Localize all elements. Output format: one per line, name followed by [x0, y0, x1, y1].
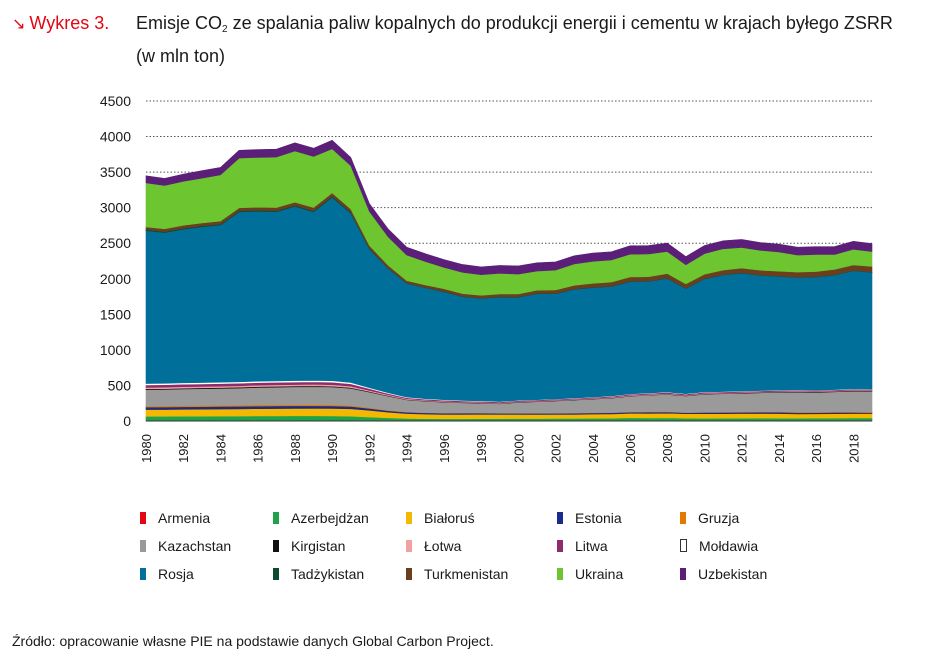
chart-title: Emisje CO2 ze spalania paliw kopalnych d… [136, 10, 906, 69]
legend-swatch [680, 539, 687, 552]
legend-label: Turkmenistan [424, 566, 509, 582]
title-post: ze spalania paliw kopalnych do produkcji… [136, 13, 893, 66]
legend-swatch [273, 540, 279, 552]
figure-number: Wykres 3. [29, 13, 110, 33]
legend-label: Mołdawia [699, 538, 759, 554]
legend-item: Kirgistan [273, 536, 345, 556]
legend-item: Mołdawia [680, 536, 758, 556]
title-pre: Emisje CO [136, 13, 223, 33]
legend-swatch [680, 512, 686, 524]
x-tick-label: 1994 [400, 434, 415, 463]
legend-swatch [557, 512, 563, 524]
legend-swatch [557, 568, 563, 580]
y-tick-label: 4000 [100, 129, 131, 145]
legend-item: Białoruś [406, 508, 475, 528]
x-tick-label: 2012 [735, 434, 750, 463]
y-tick-label: 500 [108, 377, 132, 393]
legend-label: Estonia [575, 510, 622, 526]
legend-item: Rosja [140, 564, 194, 584]
x-tick-label: 2002 [549, 434, 564, 463]
legend-item: Estonia [557, 508, 622, 528]
y-tick-label: 3000 [100, 200, 131, 216]
legend-label: Kirgistan [291, 538, 346, 554]
x-tick-label: 2008 [660, 434, 675, 463]
legend-label: Gruzja [698, 510, 740, 526]
legend-swatch [406, 512, 412, 524]
x-tick-label: 2014 [772, 434, 787, 463]
legend-label: Litwa [575, 538, 608, 554]
legend-item: Turkmenistan [406, 564, 508, 584]
x-tick-label: 2004 [586, 434, 601, 463]
legend-swatch [140, 512, 146, 524]
y-tick-label: 2000 [100, 271, 131, 287]
y-tick-label: 1000 [100, 342, 131, 358]
x-tick-label: 2006 [623, 434, 638, 463]
legend-item: Ukraina [557, 564, 623, 584]
area-Rosja [145, 196, 873, 402]
x-tick-label: 2010 [698, 434, 713, 463]
legend-label: Rosja [158, 566, 194, 582]
x-tick-label: 1984 [214, 434, 229, 463]
legend-label: Kazachstan [158, 538, 232, 554]
legend-swatch [140, 568, 146, 580]
legend-item: Litwa [557, 536, 608, 556]
legend-item: Gruzja [680, 508, 739, 528]
x-tick-label: 1988 [288, 434, 303, 463]
title-sub: 2 [222, 24, 228, 35]
x-tick-label: 1992 [362, 434, 377, 463]
area-Uzbekistan [145, 139, 873, 276]
x-tick-label: 1998 [474, 434, 489, 463]
legend-label: Azerbejdżan [291, 510, 369, 526]
y-tick-label: 1500 [100, 306, 131, 322]
y-tick-label: 0 [123, 413, 131, 429]
x-tick-label: 1996 [437, 434, 452, 463]
legend-swatch [406, 540, 412, 552]
x-tick-label: 1990 [325, 434, 340, 463]
legend-label: Ukraina [575, 566, 624, 582]
legend-label: Uzbekistan [698, 566, 768, 582]
x-tick-label: 2016 [809, 434, 824, 463]
legend-swatch [557, 540, 563, 552]
y-tick-label: 3500 [100, 164, 131, 180]
legend-item: Azerbejdżan [273, 508, 369, 528]
legend-swatch [680, 568, 686, 580]
legend-item: Tadżykistan [273, 564, 364, 584]
legend-item: Kazachstan [140, 536, 231, 556]
legend-swatch [273, 512, 279, 524]
legend-swatch [406, 568, 412, 580]
legend-label: Białoruś [424, 510, 475, 526]
y-tick-label: 2500 [100, 235, 131, 251]
source-note: Źródło: opracowanie własne PIE na podsta… [12, 633, 494, 649]
legend-item: Łotwa [406, 536, 461, 556]
arrow-down-right-icon: ↘ [12, 16, 26, 33]
y-tick-label: 4500 [100, 93, 131, 109]
legend-label: Armenia [158, 510, 211, 526]
legend-label: Łotwa [424, 538, 462, 554]
figure-label: ↘ Wykres 3. [12, 10, 109, 38]
x-tick-label: 2018 [846, 434, 861, 463]
legend-item: Uzbekistan [680, 564, 767, 584]
x-tick-label: 1986 [251, 434, 266, 463]
legend-swatch [273, 568, 279, 580]
stacked-area-chart: 0 500 1000 1500 2000 2500 3000 3500 4000 4500 1980… [100, 93, 873, 463]
x-tick-label: 1980 [139, 434, 154, 463]
series-areas [145, 139, 873, 422]
legend-item: Armenia [140, 508, 210, 528]
x-tick-label: 2000 [511, 434, 526, 463]
x-tick-label: 1982 [176, 434, 191, 463]
legend-label: Tadżykistan [291, 566, 365, 582]
legend-swatch [140, 540, 146, 552]
